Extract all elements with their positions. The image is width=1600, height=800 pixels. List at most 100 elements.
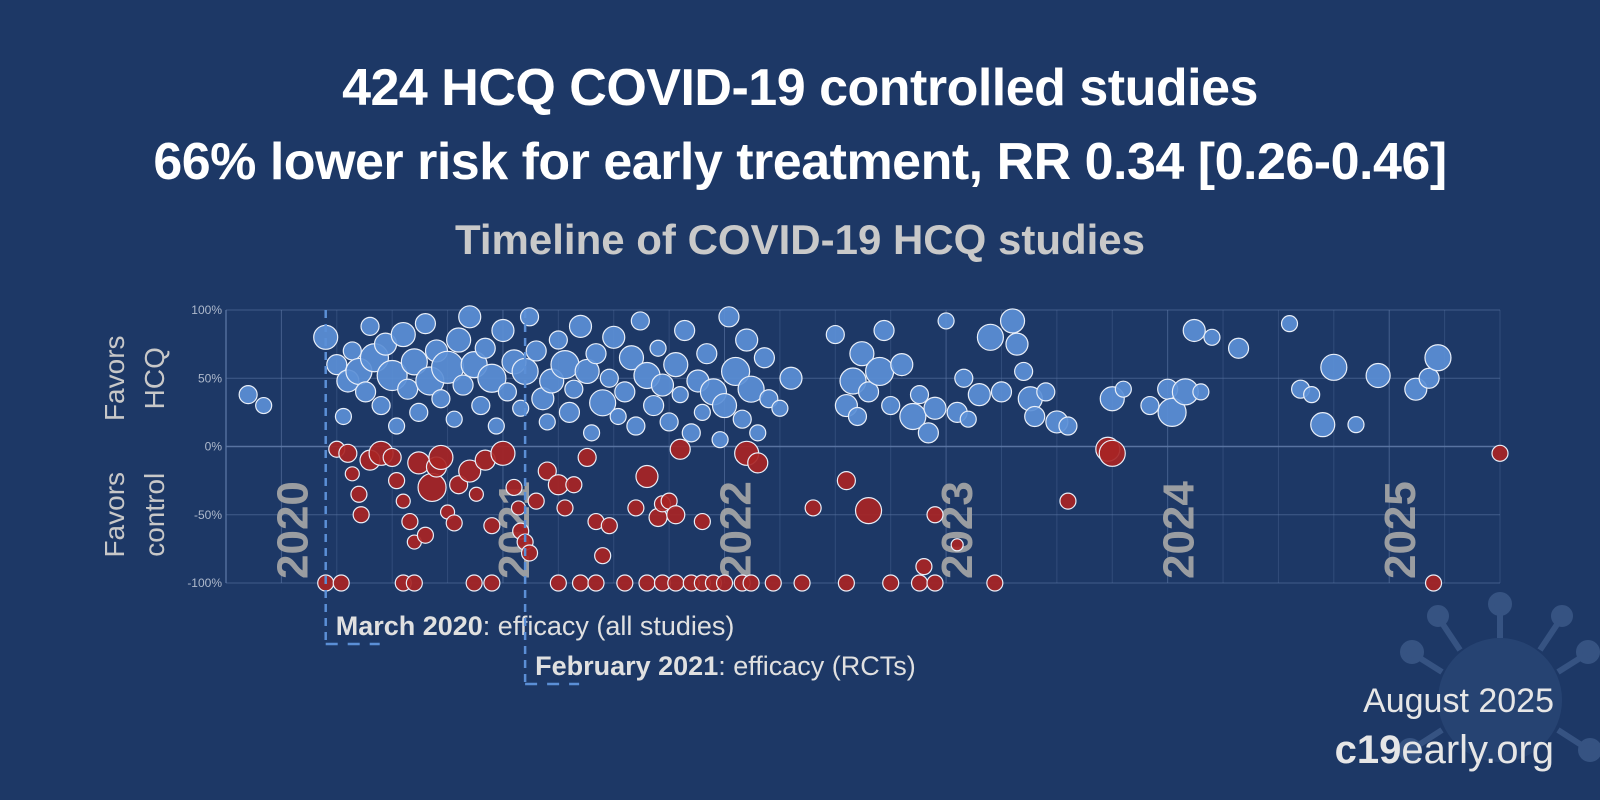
point-favors-hcq [599,368,619,388]
point-favors-control [882,574,900,592]
year-label: 2022 [712,481,761,579]
y-tick-label: 50% [198,371,222,385]
site-link[interactable]: c19early.org [1335,728,1554,773]
point-favors-hcq [779,366,803,390]
annotations: March 2020: efficacy (all studies) Februa… [324,310,916,686]
point-favors-hcq [487,417,505,435]
point-favors-control [1098,439,1126,467]
point-favors-control [793,574,811,592]
point-favors-hcq [671,386,689,404]
point-favors-hcq [431,389,451,409]
point-favors-control [332,574,350,592]
ylabel-favors-control: Favors [99,472,130,558]
point-favors-control [1424,574,1443,592]
point-favors-control [926,574,944,592]
point-favors-control [344,466,360,482]
annotation-date: March 2020 [336,611,483,641]
point-favors-hcq [1157,397,1187,427]
point-favors-control [352,506,370,524]
point-favors-control [669,438,691,460]
point-favors-control [854,497,883,525]
point-favors-hcq [1418,367,1440,389]
point-favors-hcq [753,347,776,369]
chart-title: Timeline of COVID-19 HCQ studies [454,216,1146,263]
point-favors-hcq [1058,416,1078,436]
point-favors-hcq [1320,353,1348,381]
y-tick-label: -100% [187,576,222,590]
y-tick-label: 100% [191,303,222,317]
point-favors-control [405,574,423,592]
point-favors-hcq [1140,395,1160,416]
point-favors-hcq [497,382,517,402]
point-favors-hcq [857,381,880,403]
point-favors-hcq [967,383,991,407]
point-favors-hcq [1005,332,1029,356]
point-favors-hcq [538,413,556,431]
point-favors-hcq [881,395,901,416]
point-favors-hcq [1347,416,1365,434]
point-favors-hcq [371,395,391,416]
point-favors-control [1491,444,1509,462]
ylabel-favors-hcq: Favors [99,335,130,421]
point-favors-hcq [959,410,977,428]
point-favors-control [350,485,368,503]
point-favors-hcq [326,354,348,376]
point-favors-hcq [899,402,927,431]
point-favors-control [388,472,406,490]
point-favors-hcq [334,407,353,426]
point-favors-hcq [873,319,895,342]
point-favors-control [571,574,590,592]
point-favors-control [915,558,933,576]
point-favors-control [565,476,583,494]
point-favors-control [638,574,656,592]
point-favors-control [910,574,929,592]
point-favors-hcq [749,424,767,442]
point-favors-control [556,499,574,517]
point-favors-control [338,443,358,463]
year-label: 2023 [933,481,982,579]
point-favors-hcq [477,363,507,393]
point-favors-control [587,574,605,592]
point-favors-control [836,471,856,491]
point-favors-control [458,459,482,483]
point-favors-hcq [917,422,939,444]
point-favors-hcq [693,403,711,421]
point-favors-control [627,499,645,517]
point-favors-hcq [1192,383,1210,401]
point-favors-hcq [390,321,416,348]
point-favors-control [616,574,634,592]
point-favors-hcq [771,399,789,417]
point-favors-control [804,499,822,517]
annotation-label: February 2021: efficacy (RCTs) [535,651,916,681]
point-favors-hcq [711,392,738,419]
point-favors-hcq [409,402,429,422]
point-favors-hcq [663,352,689,378]
point-favors-control [986,574,1004,592]
point-favors-hcq [471,395,491,416]
point-favors-control [537,461,557,481]
point-favors-control [635,464,659,489]
point-favors-control [926,506,944,524]
site-name-bold: c19 [1334,728,1402,772]
point-favors-hcq [550,350,580,380]
point-favors-hcq [1227,337,1250,359]
point-favors-control [483,517,501,535]
point-favors-control [416,526,435,544]
point-favors-control [715,574,734,592]
point-favors-control [950,538,964,552]
point-favors-control [445,514,463,532]
point-favors-hcq [1114,380,1132,398]
point-favors-hcq [909,385,930,405]
point-favors-control [401,512,419,531]
point-favors-hcq [525,340,547,362]
point-favors-hcq [650,373,675,397]
point-favors-hcq [558,401,581,423]
point-favors-control [1059,492,1077,510]
point-favors-hcq [630,311,650,331]
point-favors-control [742,574,760,592]
point-favors-hcq [255,396,273,415]
headline-line-2: 66% lower risk for early treatment, RR 0… [153,133,1447,191]
point-favors-control [666,505,686,525]
point-favors-hcq [1424,344,1452,372]
